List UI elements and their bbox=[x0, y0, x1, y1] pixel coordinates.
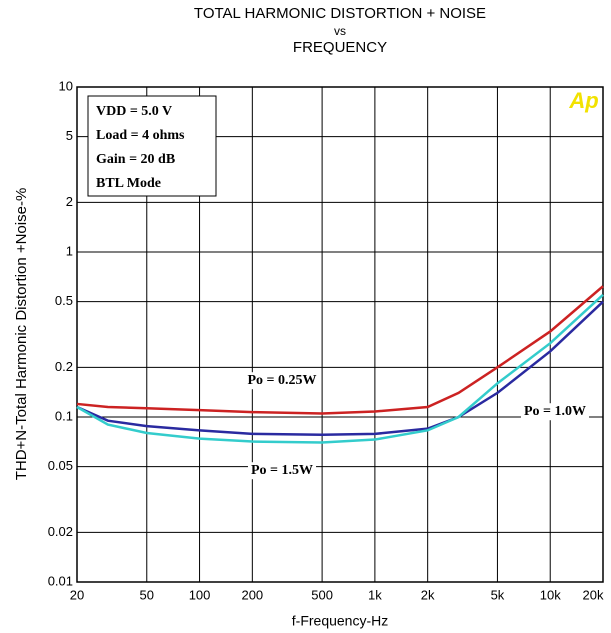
x-tick-label: 20 bbox=[70, 587, 84, 602]
line bbox=[76, 293, 604, 444]
y-tick-label: 0.1 bbox=[55, 408, 73, 423]
annotation: Gain = 20 dB bbox=[96, 152, 175, 167]
line bbox=[76, 285, 604, 415]
chart-title: FREQUENCY bbox=[293, 39, 387, 56]
annotation: VDD = 5.0 V bbox=[96, 104, 172, 119]
info-box bbox=[87, 95, 217, 197]
y-tick-label: 2 bbox=[66, 194, 73, 209]
y-tick-label: 0.2 bbox=[55, 359, 73, 374]
x-tick-label: 200 bbox=[241, 587, 263, 602]
y-tick-label: 5 bbox=[66, 128, 73, 143]
series-label-bg bbox=[244, 372, 320, 390]
chart-title: TOTAL HARMONIC DISTORTION + NOISE bbox=[194, 5, 486, 22]
series-label-bg bbox=[247, 462, 317, 480]
series-label-bg bbox=[520, 403, 590, 421]
x-tick-label: 5k bbox=[491, 587, 505, 602]
series-label: Po = 1.0W bbox=[524, 404, 586, 419]
y-tick-label: 0.05 bbox=[48, 458, 73, 473]
x-tick-label: 10k bbox=[540, 587, 561, 602]
x-tick-label: 500 bbox=[311, 587, 333, 602]
y-tick-label: 0.5 bbox=[55, 293, 73, 308]
x-tick-label: 1k bbox=[368, 587, 382, 602]
line bbox=[76, 300, 604, 437]
y-tick-label: 1 bbox=[66, 243, 73, 258]
y-tick-label: 10 bbox=[59, 78, 73, 93]
x-tick-label: 100 bbox=[189, 587, 211, 602]
x-tick-label: 20k bbox=[583, 587, 604, 602]
x-tick-label: 50 bbox=[140, 587, 154, 602]
y-tick-label: 0.02 bbox=[48, 524, 73, 539]
x-tick-label: 2k bbox=[421, 587, 435, 602]
x-axis-label: f-Frequency-Hz bbox=[292, 613, 388, 629]
annotation: BTL Mode bbox=[96, 176, 161, 191]
chart-title: vs bbox=[334, 24, 346, 38]
annotation: Load = 4 ohms bbox=[96, 128, 185, 143]
logo: Ap bbox=[568, 88, 598, 113]
y-axis-label: THD+N-Total Harmonic Distortion +Noise-% bbox=[13, 188, 30, 481]
series-label: Po = 1.5W bbox=[251, 463, 313, 478]
series-label: Po = 0.25W bbox=[247, 373, 316, 388]
y-tick-label: 0.01 bbox=[48, 573, 73, 588]
